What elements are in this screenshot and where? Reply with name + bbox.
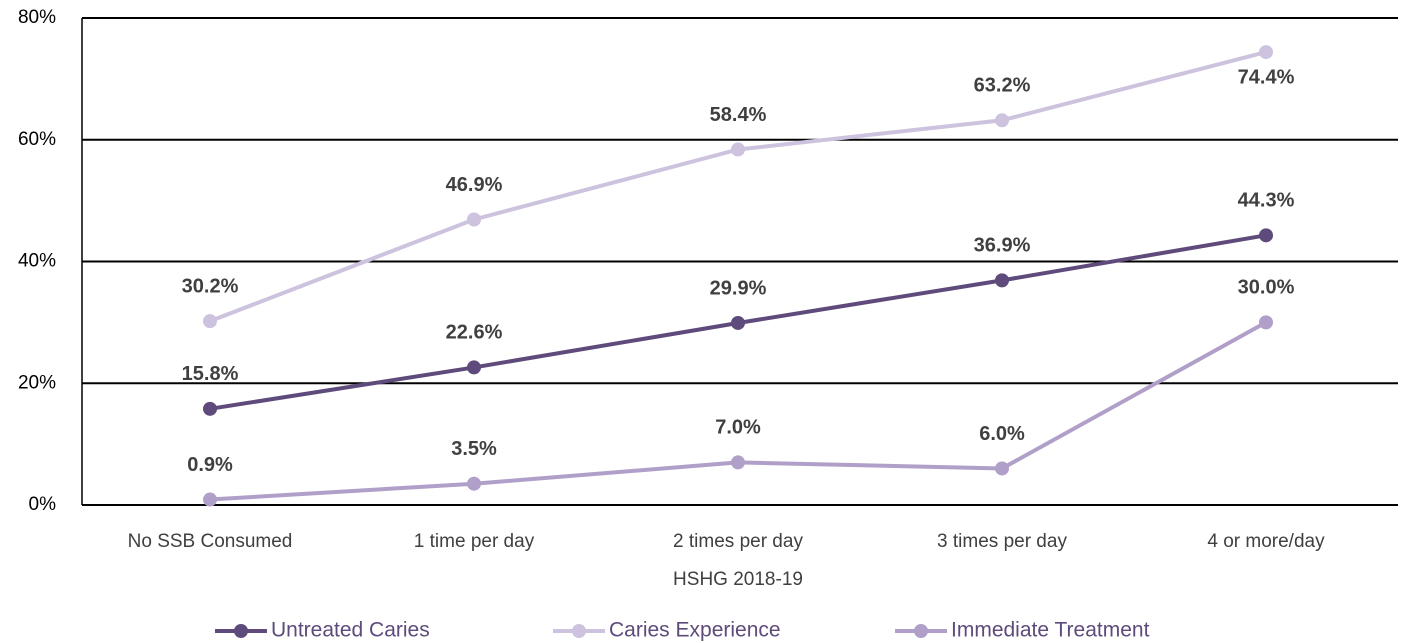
point	[995, 461, 1009, 476]
x-tick-label: No SSB Consumed	[128, 531, 293, 552]
point	[1259, 228, 1273, 243]
data-label: 0.9%	[187, 454, 233, 476]
y-tick-label: 60%	[18, 129, 56, 150]
point	[995, 113, 1009, 128]
point	[995, 273, 1009, 288]
data-label: 30.2%	[182, 275, 239, 297]
point	[731, 142, 745, 157]
legend-marker	[572, 624, 586, 638]
legend-marker	[914, 624, 928, 638]
point	[203, 492, 217, 507]
point	[467, 212, 481, 227]
data-label: 7.0%	[715, 417, 761, 439]
data-label: 63.2%	[974, 75, 1031, 97]
point	[731, 455, 745, 470]
data-label: 29.9%	[710, 277, 767, 299]
point	[1259, 45, 1273, 60]
legend-label: Untreated Caries	[271, 619, 430, 642]
point	[731, 315, 745, 330]
y-tick-label: 20%	[18, 372, 56, 393]
data-label: 58.4%	[710, 104, 767, 126]
data-label: 6.0%	[979, 423, 1025, 445]
legend-label: Caries Experience	[609, 619, 781, 642]
point	[467, 476, 481, 491]
x-tick-label: 3 times per day	[937, 531, 1067, 552]
point	[203, 314, 217, 329]
data-label: 46.9%	[446, 174, 503, 196]
data-label: 44.3%	[1238, 190, 1295, 212]
point	[467, 360, 481, 375]
series-line	[209, 320, 1267, 502]
x-tick-label: 4 or more/day	[1207, 531, 1325, 552]
data-label: 22.6%	[446, 322, 503, 344]
data-label: 74.4%	[1238, 66, 1295, 88]
point	[1259, 315, 1273, 330]
y-tick-label: 80%	[18, 7, 56, 28]
point	[203, 401, 217, 416]
data-label: 15.8%	[182, 363, 239, 385]
y-tick-label: 40%	[18, 251, 56, 272]
y-tick-label: 0%	[29, 494, 57, 515]
data-label: 30.0%	[1238, 277, 1295, 299]
legend-marker	[234, 624, 248, 638]
data-label: 36.9%	[974, 235, 1031, 257]
x-tick-label: 2 times per day	[673, 531, 803, 552]
legend-label: Immediate Treatment	[951, 619, 1150, 642]
x-axis-label: HSHG 2018-19	[673, 569, 803, 590]
data-label: 3.5%	[451, 438, 497, 460]
x-tick-label: 1 time per day	[414, 531, 535, 552]
